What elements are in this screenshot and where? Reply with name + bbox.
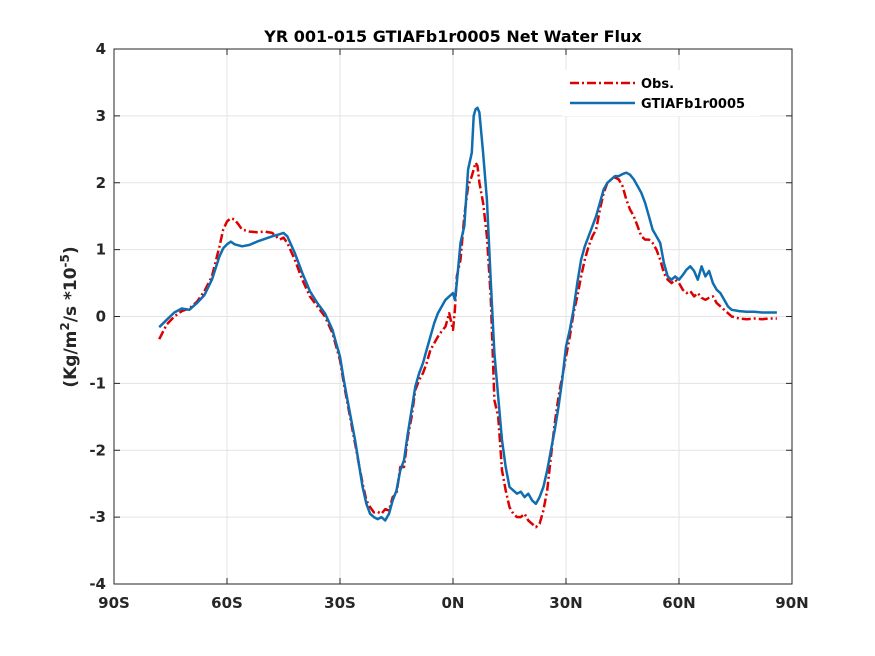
ticks: [113, 48, 793, 585]
y-axis-label: (Kg/m2/s *10-5): [58, 246, 81, 387]
series-line-1: [158, 106, 777, 522]
series-layer: [158, 106, 777, 529]
y-tick-label: 1: [96, 241, 106, 259]
x-tick-label: 60S: [211, 594, 243, 612]
series-line-0: [158, 161, 777, 529]
y-tick-label: -3: [89, 508, 106, 526]
y-tick-label: 2: [96, 174, 106, 192]
x-tick-label: 30S: [324, 594, 356, 612]
y-tick-labels: 4 3 2 1 0 -1 -2 -3 -4: [89, 40, 106, 593]
y-axis-label-sup2: -5: [58, 254, 72, 267]
x-tick-label: 0N: [442, 594, 465, 612]
legend: Obs. GTIAFb1r0005: [562, 70, 760, 116]
y-axis-label-mid: /s *10: [61, 267, 81, 322]
y-tick-label: 0: [96, 308, 106, 326]
legend-background: [562, 70, 760, 116]
x-tick-labels: 90S 60S 30S 0N 30N 60N 90N: [98, 594, 809, 612]
y-tick-label: 4: [96, 40, 106, 58]
y-axis-label-end: ): [61, 246, 81, 254]
y-tick-label: 3: [96, 107, 106, 125]
x-tick-label: 60N: [662, 594, 695, 612]
y-tick-label: -2: [89, 441, 106, 459]
x-tick-label: 90S: [98, 594, 130, 612]
x-tick-label: 90N: [775, 594, 808, 612]
x-tick-label: 30N: [549, 594, 582, 612]
y-tick-label: -1: [89, 374, 106, 392]
legend-label-model: GTIAFb1r0005: [641, 97, 745, 112]
y-tick-label: -4: [89, 575, 106, 593]
y-axis-label-base: (Kg/m: [61, 331, 81, 388]
y-axis-label-sup1: 2: [58, 322, 72, 330]
legend-label-obs: Obs.: [641, 77, 674, 92]
chart-title: YR 001-015 GTIAFb1r0005 Net Water Flux: [263, 27, 642, 46]
